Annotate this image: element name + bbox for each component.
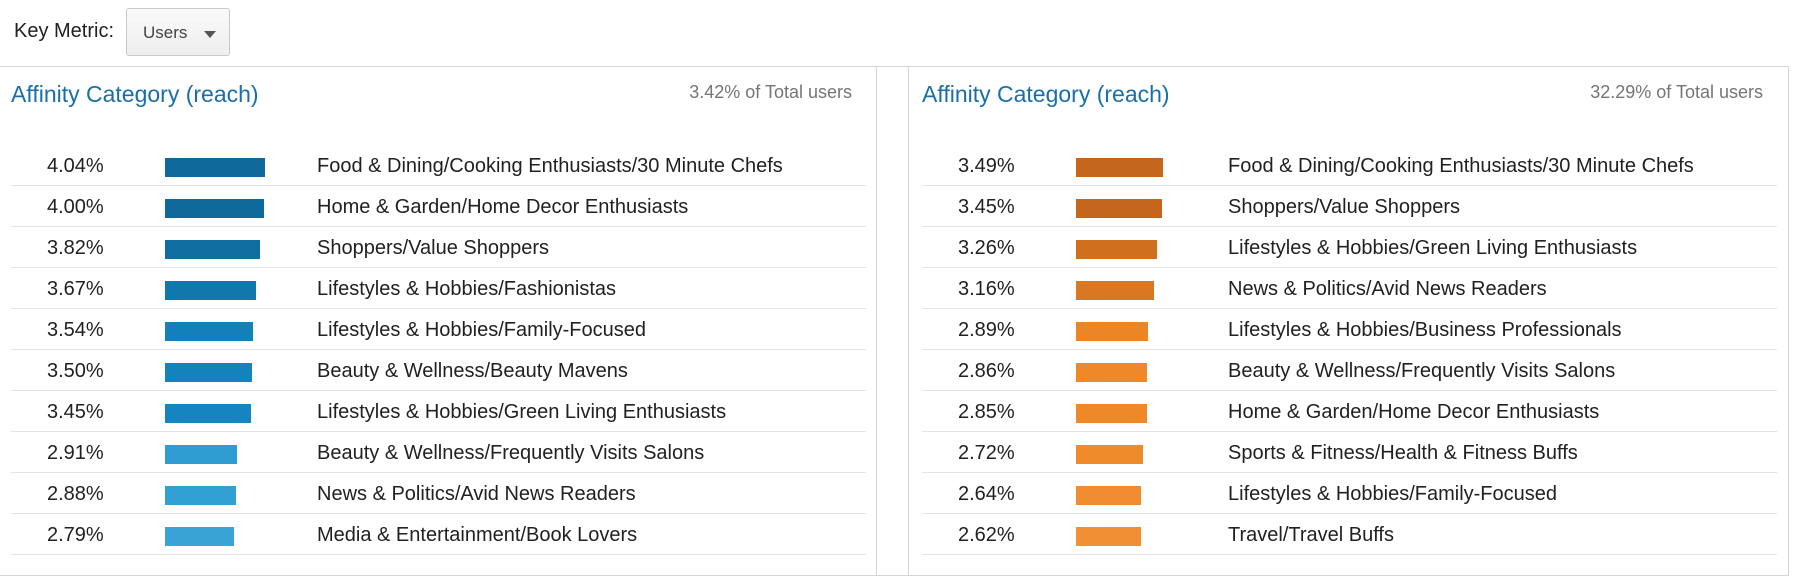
key-metric-selected: Users (143, 23, 188, 42)
bar (1076, 527, 1141, 546)
category-label: Lifestyles & Hobbies/Green Living Enthus… (1228, 237, 1638, 259)
panel-title[interactable]: Affinity Category (reach) (922, 81, 1170, 107)
affinity-panel-left: Affinity Category (reach) 3.42% of Total… (11, 67, 866, 575)
category-label: Sports & Fitness/Health & Fitness Buffs (1228, 442, 1578, 464)
bar-value-label: 2.79% (47, 524, 104, 546)
bar-value-label: 3.49% (958, 155, 1015, 177)
table-row: 2.89% Lifestyles & Hobbies/Business Profe… (922, 309, 1777, 350)
bar-value-label: 2.64% (958, 483, 1015, 505)
category-label: News & Politics/Avid News Readers (317, 483, 636, 505)
bar-value-label: 2.91% (47, 442, 104, 464)
bar-value-label: 2.72% (958, 442, 1015, 464)
panel-divider-left (876, 66, 877, 576)
bar-value-label: 3.67% (47, 278, 104, 300)
bar (165, 527, 234, 546)
bar (1076, 486, 1141, 505)
bar (1076, 199, 1162, 218)
bar (1076, 445, 1143, 464)
caret-down-icon (204, 31, 216, 38)
category-label: Lifestyles & Hobbies/Family-Focused (317, 319, 647, 341)
table-row: 3.54% Lifestyles & Hobbies/Family-Focused (11, 309, 866, 350)
bar (165, 404, 251, 423)
key-metric-label: Key Metric: (14, 20, 115, 42)
bar-value-label: 2.86% (958, 360, 1015, 382)
table-row: 3.49% Food & Dining/Cooking Enthusiasts/3… (922, 145, 1777, 186)
category-label: Lifestyles & Hobbies/Green Living Enthus… (317, 401, 727, 423)
bar (165, 281, 256, 300)
category-label: Beauty & Wellness/Frequently Visits Salo… (1228, 360, 1616, 382)
bar (165, 486, 236, 505)
table-row: 3.67% Lifestyles & Hobbies/Fashionistas (11, 268, 866, 309)
bar (165, 363, 252, 382)
table-row: 4.00% Home & Garden/Home Decor Enthusiast… (11, 186, 866, 227)
category-label: Beauty & Wellness/Beauty Mavens (317, 360, 628, 382)
category-label: Lifestyles & Hobbies/Business Profession… (1228, 319, 1622, 341)
bar-value-label: 3.16% (958, 278, 1015, 300)
bar-value-label: 4.00% (47, 196, 104, 218)
table-row: 2.85% Home & Garden/Home Decor Enthusiast… (922, 391, 1777, 432)
bar-rows: 4.04% Food & Dining/Cooking Enthusiasts/3… (11, 145, 866, 555)
bar-value-label: 3.26% (958, 237, 1015, 259)
bar-rows: 3.49% Food & Dining/Cooking Enthusiasts/3… (922, 145, 1777, 555)
table-row: 2.72% Sports & Fitness/Health & Fitness B… (922, 432, 1777, 473)
table-row: 2.62% Travel/Travel Buffs (922, 514, 1777, 555)
table-row: 2.79% Media & Entertainment/Book Lovers (11, 514, 866, 555)
bar-value-label: 2.85% (958, 401, 1015, 423)
category-label: Travel/Travel Buffs (1228, 524, 1394, 546)
table-row: 3.50% Beauty & Wellness/Beauty Mavens (11, 350, 866, 391)
category-label: Home & Garden/Home Decor Enthusiasts (317, 196, 689, 218)
bar-value-label: 3.45% (47, 401, 104, 423)
category-label: Home & Garden/Home Decor Enthusiasts (1228, 401, 1600, 423)
table-row: 3.16% News & Politics/Avid News Readers (922, 268, 1777, 309)
bar-value-label: 4.04% (47, 155, 104, 177)
bar-value-label: 3.45% (958, 196, 1015, 218)
category-label: Lifestyles & Hobbies/Fashionistas (317, 278, 617, 300)
category-label: Shoppers/Value Shoppers (317, 237, 550, 259)
category-label: Food & Dining/Cooking Enthusiasts/30 Min… (317, 155, 783, 177)
bar (1076, 404, 1147, 423)
table-row: 2.91% Beauty & Wellness/Frequently Visits… (11, 432, 866, 473)
key-metric-bar: Key Metric: Users (0, 0, 1798, 66)
table-row: 2.88% News & Politics/Avid News Readers (11, 473, 866, 514)
bar (1076, 281, 1154, 300)
category-label: Beauty & Wellness/Frequently Visits Salo… (317, 442, 705, 464)
charts-frame (0, 66, 1789, 576)
category-label: Lifestyles & Hobbies/Family-Focused (1228, 483, 1558, 505)
bar-value-label: 3.50% (47, 360, 104, 382)
panel-title[interactable]: Affinity Category (reach) (11, 81, 259, 107)
table-row: 3.82% Shoppers/Value Shoppers (11, 227, 866, 268)
table-row: 3.26% Lifestyles & Hobbies/Green Living E… (922, 227, 1777, 268)
bar (1076, 322, 1148, 341)
bar (165, 158, 265, 177)
table-row: 4.04% Food & Dining/Cooking Enthusiasts/3… (11, 145, 866, 186)
table-row: 2.86% Beauty & Wellness/Frequently Visits… (922, 350, 1777, 391)
panel-summary: 32.29% of Total users (1590, 82, 1763, 102)
bar-value-label: 2.62% (958, 524, 1015, 546)
key-metric-dropdown[interactable]: Users (126, 8, 230, 56)
bar (165, 445, 237, 464)
bar-value-label: 3.82% (47, 237, 104, 259)
bar (165, 322, 253, 341)
bar-value-label: 2.89% (958, 319, 1015, 341)
table-row: 2.64% Lifestyles & Hobbies/Family-Focused (922, 473, 1777, 514)
category-label: Shoppers/Value Shoppers (1228, 196, 1461, 218)
bar (1076, 158, 1163, 177)
panel-divider-right (908, 66, 909, 576)
bar (165, 240, 260, 259)
table-row: 3.45% Shoppers/Value Shoppers (922, 186, 1777, 227)
bar (165, 199, 264, 218)
bar-value-label: 2.88% (47, 483, 104, 505)
category-label: Food & Dining/Cooking Enthusiasts/30 Min… (1228, 155, 1694, 177)
panel-summary: 3.42% of Total users (689, 82, 852, 102)
category-label: News & Politics/Avid News Readers (1228, 278, 1547, 300)
bar (1076, 363, 1147, 382)
affinity-panel-right: Affinity Category (reach) 32.29% of Tota… (922, 67, 1777, 575)
bar-value-label: 3.54% (47, 319, 104, 341)
bar (1076, 240, 1157, 259)
category-label: Media & Entertainment/Book Lovers (317, 524, 638, 546)
table-row: 3.45% Lifestyles & Hobbies/Green Living E… (11, 391, 866, 432)
